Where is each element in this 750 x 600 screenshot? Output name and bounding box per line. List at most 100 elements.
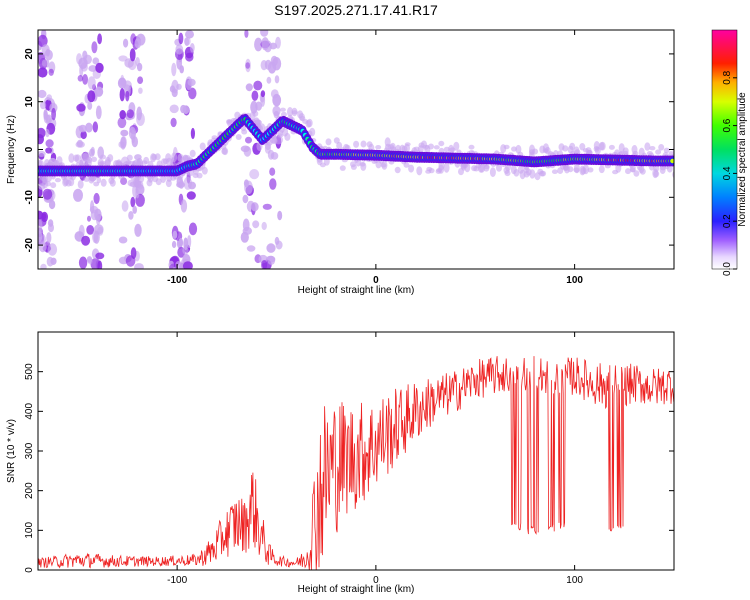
halo-cell xyxy=(389,142,396,153)
noise-cell xyxy=(41,44,50,56)
noise-cell xyxy=(172,230,178,239)
halo-cell xyxy=(109,179,116,187)
y-tick-label: 500 xyxy=(24,363,35,380)
noise-cell xyxy=(272,93,282,107)
halo-cell xyxy=(608,144,615,150)
halo-cell xyxy=(468,144,475,150)
noise-cell xyxy=(169,263,178,269)
noise-cell xyxy=(242,218,250,232)
halo-cell xyxy=(93,181,100,187)
noise-cell xyxy=(73,188,83,202)
halo-cell xyxy=(672,171,674,179)
noise-cell xyxy=(87,90,96,103)
noise-cell xyxy=(87,215,91,222)
noise-cell xyxy=(77,75,84,82)
noise-cell xyxy=(78,224,85,238)
y-tick-label: 10 xyxy=(24,96,35,108)
noise-cell xyxy=(184,36,191,46)
halo-cell xyxy=(171,152,178,163)
ridge-core xyxy=(670,158,674,164)
colorbar: 0.0 0.2 0.4 0.6 0.8 Normalized spectral ampli… xyxy=(711,29,748,276)
halo-cell xyxy=(408,164,415,173)
noise-cell xyxy=(254,37,263,52)
noise-cell xyxy=(183,176,192,190)
noise-cell xyxy=(76,103,86,112)
halo-cell xyxy=(403,162,410,168)
x-tick-label: 100 xyxy=(566,275,583,286)
halo-cell xyxy=(428,143,434,150)
halo-cell xyxy=(249,111,256,121)
noise-cell xyxy=(95,105,102,120)
halo-cell xyxy=(86,156,93,164)
halo-cell xyxy=(573,163,580,174)
noise-cell xyxy=(261,37,270,51)
noise-cell xyxy=(274,75,280,84)
halo-cell xyxy=(567,166,574,173)
noise-cell xyxy=(179,65,184,74)
halo-cell xyxy=(428,168,435,174)
noise-cell xyxy=(92,230,99,244)
halo-cell xyxy=(279,107,286,112)
halo-cell xyxy=(353,140,360,148)
noise-cell xyxy=(120,136,127,150)
noise-cell xyxy=(126,109,134,119)
noise-cell xyxy=(189,43,195,53)
noise-cell xyxy=(182,261,193,269)
noise-cell xyxy=(51,107,56,121)
noise-cell xyxy=(86,225,95,235)
halo-cell xyxy=(458,168,464,176)
x-tick-label: 100 xyxy=(566,575,583,586)
noise-cell xyxy=(93,192,100,205)
noise-cell xyxy=(190,127,195,140)
noise-cell xyxy=(45,129,50,138)
noise-cell xyxy=(117,117,127,129)
noise-cell xyxy=(134,223,142,237)
halo-cell xyxy=(517,165,524,174)
halo-cell xyxy=(489,167,496,178)
noise-cell xyxy=(127,58,137,71)
halo-cell xyxy=(649,146,656,151)
noise-cell xyxy=(269,167,276,176)
noise-cell xyxy=(178,237,184,248)
noise-cell xyxy=(135,57,140,67)
noise-cell xyxy=(266,76,272,84)
noise-cell xyxy=(118,55,128,62)
colorbar-tick-label: 0.2 xyxy=(722,214,733,228)
noise-cell xyxy=(125,90,130,102)
halo-cell xyxy=(45,181,51,187)
halo-cell xyxy=(127,179,134,187)
halo-cell xyxy=(83,177,90,182)
noise-cell xyxy=(245,136,252,144)
halo-cell xyxy=(599,141,606,151)
halo-cell xyxy=(483,164,490,172)
halo-cell xyxy=(74,154,81,164)
noise-cell xyxy=(48,223,54,233)
halo-cell xyxy=(333,137,340,144)
halo-cell xyxy=(199,142,206,151)
halo-cell xyxy=(587,167,594,173)
noise-cell xyxy=(169,85,176,93)
y-tick-label: 20 xyxy=(24,48,35,60)
halo-cell xyxy=(141,160,148,165)
noise-cell xyxy=(260,90,266,98)
halo-cell xyxy=(394,166,401,174)
noise-cell xyxy=(120,74,125,86)
halo-cell xyxy=(404,142,411,147)
noise-cell xyxy=(185,30,194,39)
noise-cell xyxy=(38,219,43,232)
halo-cell xyxy=(477,163,484,173)
noise-cell xyxy=(121,200,129,212)
halo-cell xyxy=(128,160,135,165)
noise-cell xyxy=(245,83,253,92)
noise-cell xyxy=(178,32,184,45)
halo-cell xyxy=(107,154,114,162)
noise-cell xyxy=(138,87,143,94)
halo-cell xyxy=(612,169,619,175)
noise-cell xyxy=(244,30,249,38)
noise-cell xyxy=(250,202,259,212)
halo-cell xyxy=(464,162,471,173)
noise-cell xyxy=(43,109,48,120)
noise-cell xyxy=(272,105,281,117)
halo-cell xyxy=(100,154,106,160)
halo-cell xyxy=(532,148,539,155)
